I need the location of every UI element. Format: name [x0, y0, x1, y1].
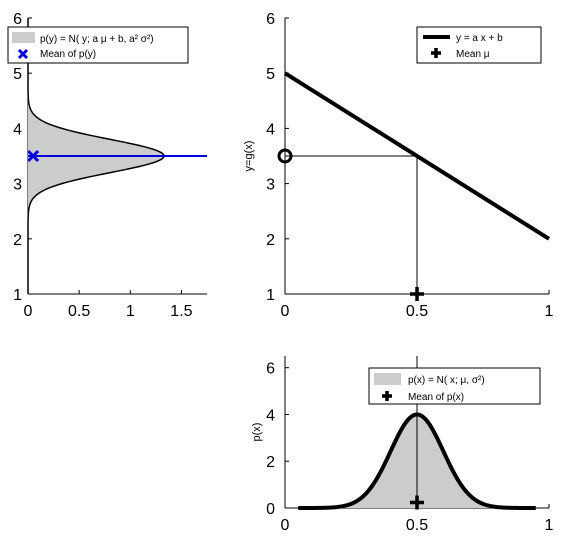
px-legend: p(x) = N( x; μ, σ²) Mean of p(x)	[368, 367, 541, 405]
x-tick-label: 0.5	[406, 517, 428, 534]
y-tick-label: 5	[13, 66, 22, 83]
y-tick-label: 0	[266, 501, 275, 518]
y-tick-label: 1	[266, 287, 275, 304]
y-tick-label: 6	[266, 11, 275, 28]
px-panel: 0 2 4 6 0 0.5 1 p(x) p(x) = N( x; μ, σ²) Mean of …	[251, 356, 554, 534]
y-tick-label: 1	[13, 287, 22, 304]
y-tick-label: 3	[266, 177, 275, 194]
x-tick-label: 0	[281, 303, 290, 320]
x-tick-label: 0	[281, 517, 290, 534]
py-legend-patch	[12, 32, 35, 43]
y-tick-label: 4	[266, 121, 275, 138]
y-tick-label: 6	[266, 361, 275, 378]
mapping-ylabel: y=g(x)	[243, 141, 255, 172]
y-tick-label: 4	[13, 121, 22, 138]
py-legend-box	[7, 26, 189, 64]
py-legend-label-density: p(y) = N( y; a μ + b, a² σ²)	[40, 34, 154, 45]
mapping-line	[283, 71, 551, 241]
x-tick-label: 1	[545, 303, 554, 320]
px-ylabel: p(x)	[251, 423, 263, 442]
x-tick-label: 1	[545, 517, 554, 534]
py-mean-marker	[27, 149, 40, 163]
x-tick-label: 0	[24, 303, 33, 320]
y-tick-label: 2	[266, 232, 275, 249]
y-tick-label: 4	[266, 407, 275, 424]
x-tick-label: 1.5	[170, 303, 192, 320]
py-legend: p(y) = N( y; a μ + b, a² σ²) Mean of p(y)	[7, 26, 189, 64]
mapping-legend-label-line: y = a x + b	[456, 33, 503, 44]
y-tick-label: 6	[13, 11, 22, 28]
mapping-legend: y = a x + b Mean μ	[416, 26, 542, 64]
x-tick-label: 0.5	[406, 303, 428, 320]
y-tick-label: 2	[266, 454, 275, 471]
px-legend-label-density: p(x) = N( x; μ, σ²)	[408, 375, 485, 386]
py-panel: 1 2 3 4 5 6 0 0.5 1 1.5 p(y) = N( y; a μ + b, a² σ…	[7, 11, 207, 320]
px-legend-patch	[374, 373, 401, 385]
x-tick-label: 1	[126, 303, 135, 320]
y-tick-label: 2	[13, 232, 22, 249]
x-tick-label: 0.5	[68, 303, 90, 320]
mapping-legend-box	[416, 26, 542, 64]
px-legend-label-mean: Mean of p(x)	[408, 392, 464, 403]
py-legend-marker-mean	[17, 48, 29, 60]
mapping-circle-marker	[277, 148, 293, 164]
mapping-legend-label-mean: Mean μ	[456, 49, 490, 60]
py-legend-label-mean: Mean of p(y)	[40, 49, 96, 60]
y-tick-label: 3	[13, 177, 22, 194]
y-tick-label: 5	[266, 66, 275, 83]
mapping-panel: 1 2 3 4 5 6 0 0.5 1 y=g(x) y = a x + b Mean μ	[243, 11, 554, 320]
